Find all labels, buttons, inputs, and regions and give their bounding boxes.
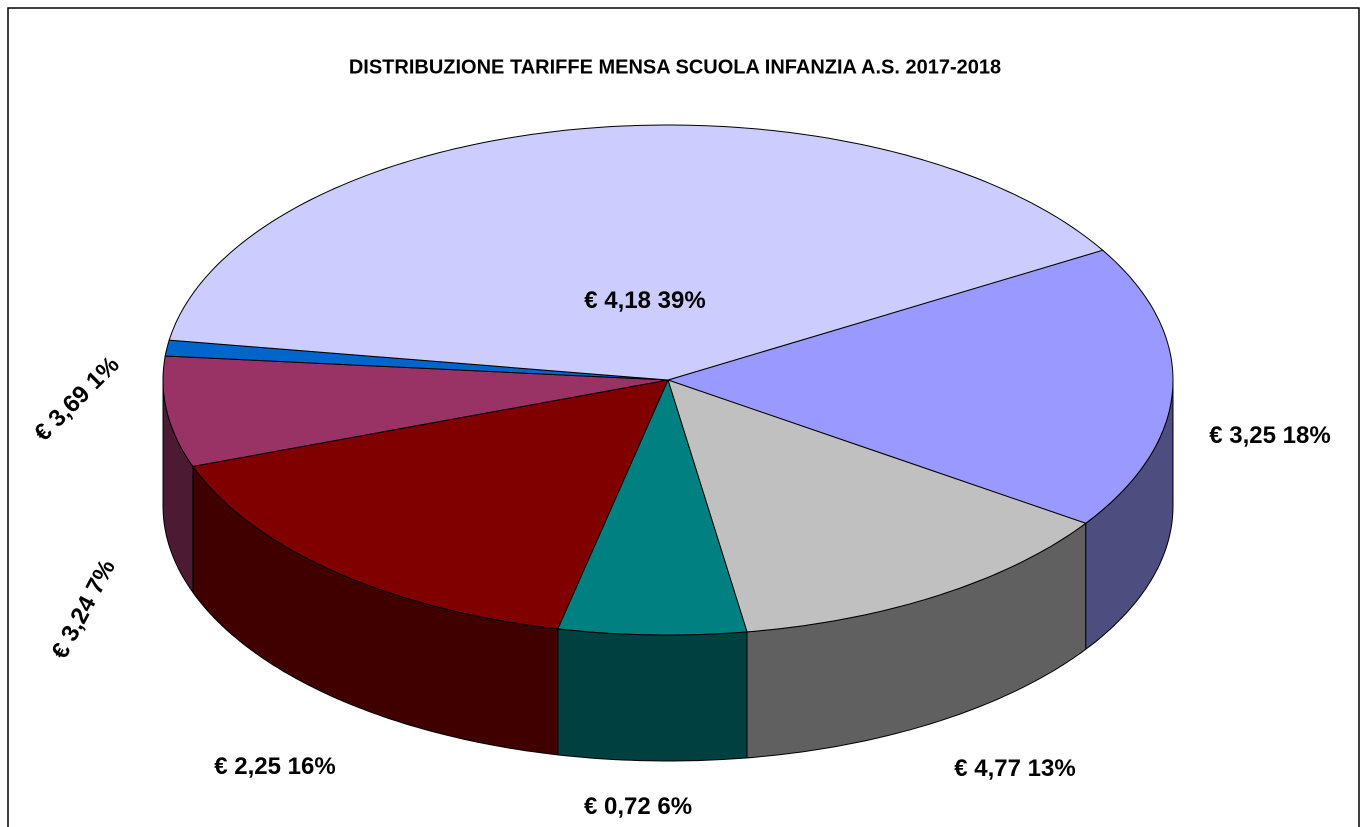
- label-category: € 3,25: [1209, 422, 1276, 449]
- data-label: € 3,25 18%: [1209, 422, 1330, 449]
- data-label: € 4,77 13%: [954, 755, 1075, 782]
- label-percent: 13%: [1028, 755, 1076, 782]
- label-percent: 16%: [288, 753, 336, 780]
- label-space: [1021, 755, 1028, 782]
- slice: [192, 379, 669, 630]
- label-percent: 6%: [657, 793, 692, 820]
- data-label: € 4,18 39%: [584, 287, 705, 314]
- label-percent: 39%: [658, 287, 706, 314]
- slice: [667, 379, 1087, 633]
- slice: [557, 378, 748, 636]
- label-category: € 4,77: [954, 755, 1021, 782]
- data-label: € 2,25 16%: [214, 753, 335, 780]
- label-space: [281, 753, 288, 780]
- slice: [666, 249, 1174, 524]
- label-space: [651, 793, 658, 820]
- slice-side: [557, 628, 748, 762]
- label-category: € 0,72: [584, 793, 651, 820]
- label-space: [651, 287, 658, 314]
- label-percent: 18%: [1283, 422, 1331, 449]
- label-category: € 4,18: [584, 287, 651, 314]
- data-label: € 0,72 6%: [584, 793, 692, 820]
- slice: [162, 355, 669, 467]
- label-category: € 2,25: [214, 753, 281, 780]
- chart-title: DISTRIBUZIONE TARIFFE MENSA SCUOLA INFAN…: [349, 56, 1001, 78]
- slice: [168, 124, 1104, 381]
- label-space: [1276, 422, 1283, 449]
